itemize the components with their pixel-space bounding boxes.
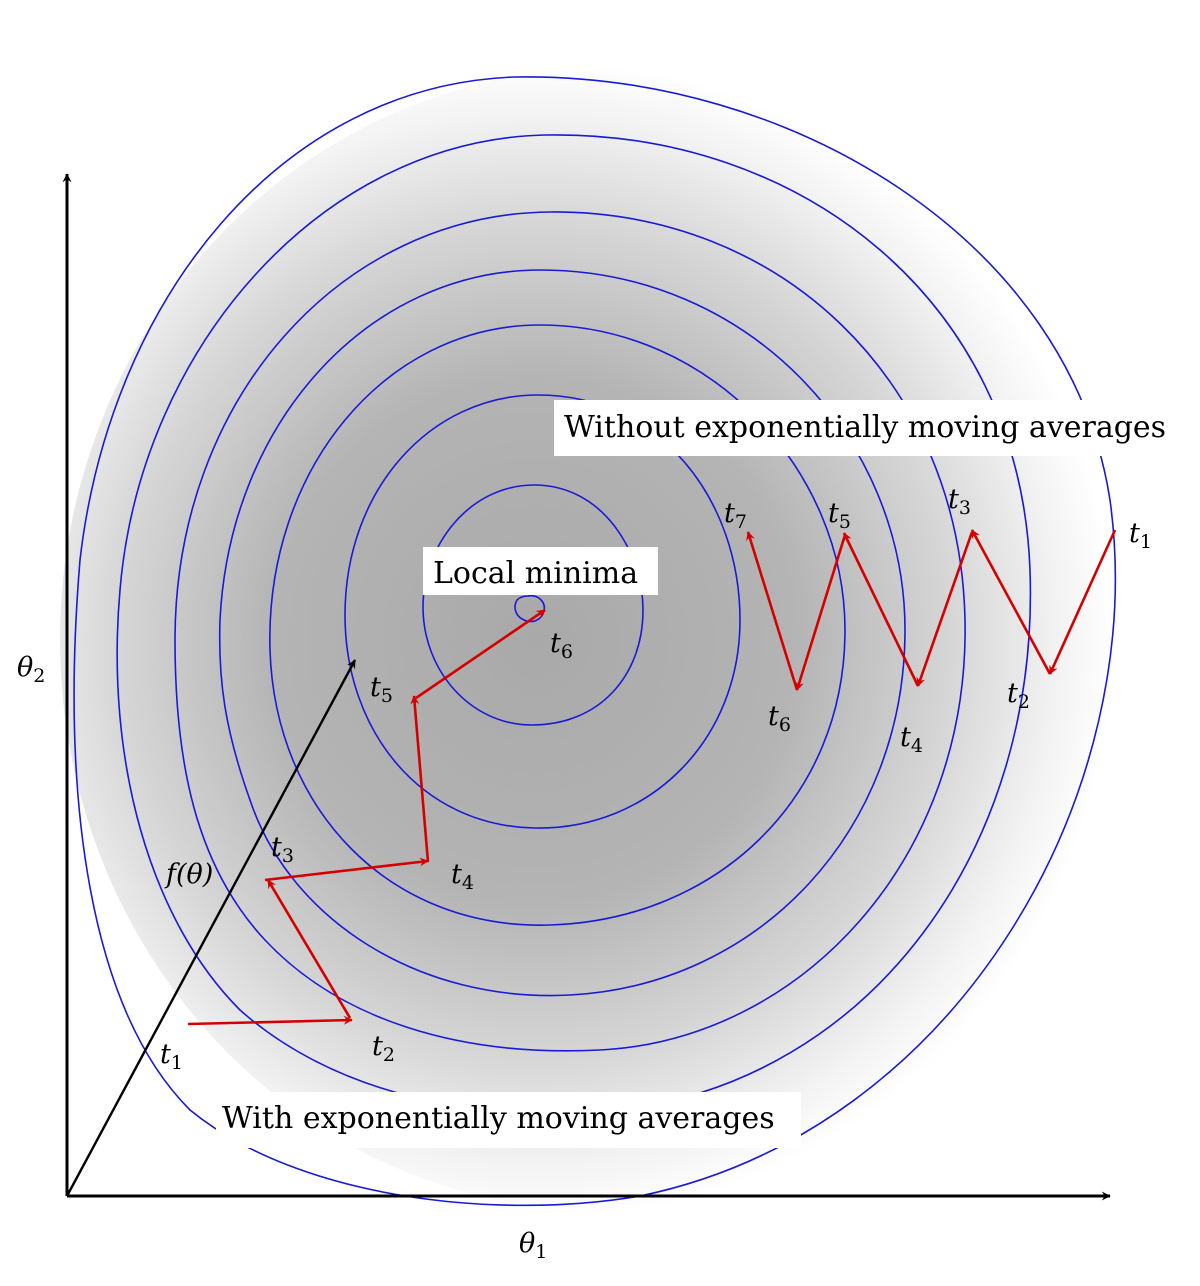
with-ema-caption-box: [216, 1092, 801, 1148]
with-ema-step-label-t5: t5: [370, 672, 393, 707]
theta2-subscript: 2: [33, 665, 45, 687]
without-ema-step-arrow: [842, 532, 920, 687]
without-ema-step-label-t1: t1: [1129, 518, 1152, 553]
with-ema-step-arrow: [264, 857, 429, 882]
with-ema-path: [187, 608, 546, 1026]
contour-line: [218, 269, 906, 997]
with-ema-step-arrow: [410, 695, 430, 863]
without-ema-step-label-t5: t5: [828, 498, 851, 533]
contour-line: [344, 394, 741, 829]
without-ema-step-arrow: [746, 531, 799, 691]
theta2-label: θ2: [17, 652, 45, 687]
without-ema-step-label-t6: t6: [768, 701, 791, 736]
with-ema-step-arrow: [266, 879, 352, 1019]
without-ema-path: [746, 529, 1117, 691]
loss-surface-shading: [60, 70, 1140, 1210]
local-minima-label: Local minima: [433, 556, 638, 591]
with-ema-caption: With exponentially moving averages: [222, 1101, 775, 1136]
without-ema-caption-box: [554, 400, 1190, 456]
f-theta-vector: [65, 659, 357, 1197]
theta2-symbol: θ: [17, 652, 33, 683]
with-ema-step-label-t6: t6: [550, 628, 573, 663]
with-ema-step-label-t1: t1: [160, 1039, 183, 1074]
with-ema-step-labels: t1 t2 t3 t4 t5 t6: [160, 628, 573, 1074]
contour-lines: [73, 76, 1117, 1207]
with-ema-step-arrow: [187, 1015, 353, 1026]
contour-line: [73, 76, 1117, 1207]
without-ema-step-labels: t1 t2 t3 t4 t5 t6 t7: [724, 484, 1152, 757]
without-ema-step-arrow: [916, 531, 974, 687]
theta1-symbol: θ: [519, 1228, 535, 1259]
theta1-subscript: 1: [535, 1241, 547, 1263]
without-ema-step-arrow: [970, 529, 1052, 675]
without-ema-step-arrow: [1048, 529, 1117, 675]
without-ema-caption: Without exponentially moving averages: [564, 410, 1166, 445]
without-ema-step-arrow: [795, 534, 847, 691]
theta1-label: θ1: [519, 1228, 547, 1263]
with-ema-step-label-t2: t2: [372, 1031, 395, 1066]
with-ema-step-label-t4: t4: [451, 859, 474, 894]
local-minima-label-box: [423, 547, 658, 595]
without-ema-step-label-t7: t7: [724, 498, 747, 533]
without-ema-step-label-t4: t4: [900, 722, 923, 757]
without-ema-step-label-t3: t3: [948, 484, 971, 519]
with-ema-step-label-t3: t3: [271, 832, 294, 867]
contour-line: [269, 324, 846, 926]
without-ema-step-label-t2: t2: [1007, 678, 1030, 713]
contour-line: [514, 594, 546, 623]
with-ema-step-arrow: [415, 608, 546, 700]
contour-line: [174, 211, 966, 1052]
f-theta-label: f(θ): [164, 859, 213, 890]
